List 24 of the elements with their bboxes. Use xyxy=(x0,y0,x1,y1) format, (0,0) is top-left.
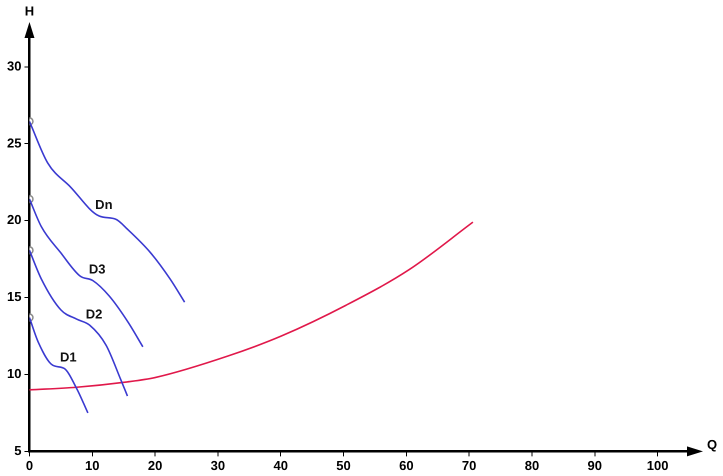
series-label: D1 xyxy=(60,349,77,364)
series-label: Dn xyxy=(95,197,113,212)
series-label: D2 xyxy=(86,306,102,322)
series-label: D3 xyxy=(88,262,106,277)
y-axis-title: H xyxy=(24,4,34,19)
line-series xyxy=(29,221,474,391)
x-tick-label: 30 xyxy=(210,458,226,473)
x-tick-label: 40 xyxy=(273,458,288,473)
x-tick-label: 60 xyxy=(399,458,414,473)
x-tick-label: 90 xyxy=(588,458,602,473)
y-tick-label: 25 xyxy=(6,135,22,150)
y-tick-label: 30 xyxy=(6,58,22,74)
y-tick-label: 10 xyxy=(6,366,22,382)
x-axis-title: Q xyxy=(707,436,718,452)
x-tick-label: 100 xyxy=(646,458,668,473)
x-tick-label: 20 xyxy=(148,458,162,473)
y-tick-label: 20 xyxy=(6,212,22,228)
y-tick-label: 15 xyxy=(6,289,22,304)
x-tick-label: 80 xyxy=(524,458,540,473)
x-tick-label: 0 xyxy=(26,458,34,473)
x-tick-label: 10 xyxy=(85,458,100,473)
y-tick-label: 5 xyxy=(14,442,22,458)
x-tick-label: 50 xyxy=(336,458,351,473)
x-tick-label: 70 xyxy=(462,458,476,473)
